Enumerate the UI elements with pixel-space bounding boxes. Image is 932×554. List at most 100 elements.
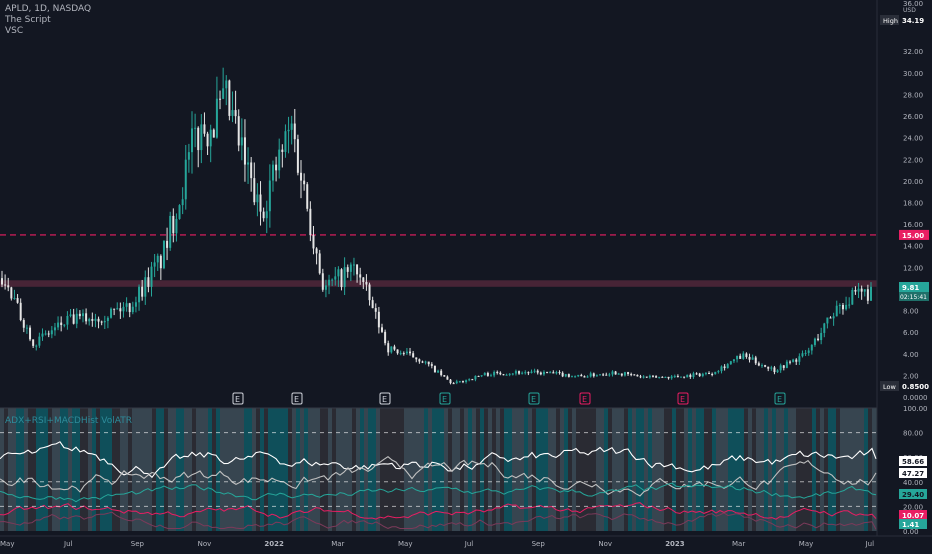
candle-body (178, 205, 181, 219)
countdown-bg (899, 292, 929, 301)
candle-body (259, 194, 262, 212)
osc-bg-bar (648, 408, 652, 531)
osc-bg-bar (164, 408, 168, 531)
candle-body (306, 184, 309, 209)
osc-bg-bar (232, 408, 236, 531)
osc-bg-bar (196, 408, 200, 531)
osc-bg-bar (248, 408, 252, 531)
price-tick-label: 28.00 (903, 91, 923, 99)
osc-bg-bar (32, 408, 36, 531)
price-tick-label: 12.00 (903, 264, 923, 272)
osc-bg-bar (96, 408, 100, 531)
candle-body (546, 371, 549, 373)
price-tick-label: 18.00 (903, 200, 923, 208)
candle-body (243, 137, 246, 165)
candle-body (362, 277, 365, 282)
candle-body (181, 199, 184, 206)
time-axis-label: May (799, 540, 813, 548)
candle-body (810, 344, 813, 351)
osc-bg-bar (52, 408, 56, 531)
osc-bg-bar (856, 408, 860, 531)
candle-body (147, 277, 150, 287)
osc-bg-bar (72, 408, 76, 531)
osc-bg-bar (556, 408, 560, 531)
candle-body (63, 324, 66, 326)
osc-bg-bar (516, 408, 520, 531)
osc-bg-bar (428, 408, 432, 531)
candle-body (798, 356, 801, 362)
osc-bg-bar (268, 408, 272, 531)
osc-bg-bar (524, 408, 528, 531)
osc-bg-bar (672, 408, 676, 531)
candle-body (595, 375, 598, 377)
candle-body (166, 240, 169, 248)
candle-body (231, 110, 234, 116)
candle-body (284, 131, 287, 152)
candle-body (440, 370, 443, 376)
candle-body (673, 375, 676, 377)
candle-body (103, 321, 106, 323)
candle-body (172, 215, 175, 234)
earnings-marker-label: E (382, 395, 387, 404)
candle-body (729, 361, 732, 365)
price-tick-label: 2.00 (903, 372, 919, 380)
osc-bg-bar (332, 408, 336, 531)
candle-body (281, 149, 284, 152)
osc-bg-bar (540, 408, 544, 531)
candle-body (247, 162, 250, 165)
candle-body (570, 376, 573, 378)
candle-body (870, 286, 872, 301)
osc-bg-bar (604, 408, 608, 531)
osc-bg-bar (280, 408, 284, 531)
osc-value-label: 29.40 (902, 491, 924, 499)
osc-bg-bar (240, 408, 244, 531)
osc-bg-bar (656, 408, 660, 531)
osc-bg-bar (512, 408, 516, 531)
candle-body (47, 333, 50, 335)
osc-bg-bar (568, 408, 572, 531)
candle-body (471, 379, 474, 381)
osc-bg-bar (320, 408, 324, 531)
osc-bg-bar (796, 408, 800, 531)
candle-body (359, 274, 362, 278)
candle-body (271, 164, 274, 181)
candle-body (309, 208, 312, 236)
osc-value-bg (899, 468, 927, 478)
candle-body (480, 375, 483, 377)
high-marker-label: High (883, 17, 898, 25)
candle-body (589, 373, 592, 377)
candle-body (465, 380, 468, 382)
candle-body (496, 371, 499, 373)
osc-bg-bar (260, 408, 264, 531)
candle-body (237, 116, 240, 146)
candle-body (293, 123, 296, 140)
osc-bg-bar (204, 408, 208, 531)
earnings-marker (579, 392, 591, 405)
osc-bg-bar (492, 408, 496, 531)
osc-bg-bar (788, 408, 792, 531)
candle-body (667, 376, 670, 379)
osc-bg-bar (760, 408, 764, 531)
candle-body (318, 253, 321, 274)
candle-body (219, 98, 222, 100)
osc-bg-bar (772, 408, 776, 531)
candle-body (742, 353, 745, 359)
candle-body (586, 376, 589, 378)
candle-body (499, 372, 502, 375)
osc-bg-bar (0, 408, 4, 531)
candles (1, 67, 872, 385)
candle-body (399, 353, 402, 355)
candle-body (240, 137, 243, 146)
osc-bg-bar (396, 408, 400, 531)
candle-body (424, 361, 427, 363)
candle-body (275, 164, 278, 171)
osc-bg-bar (16, 408, 20, 531)
candle-body (418, 359, 421, 362)
candle-body (78, 313, 81, 317)
osc-bg-bar (416, 408, 420, 531)
candle-body (225, 80, 228, 89)
candle-body (493, 371, 496, 376)
osc-bg-bar (80, 408, 84, 531)
